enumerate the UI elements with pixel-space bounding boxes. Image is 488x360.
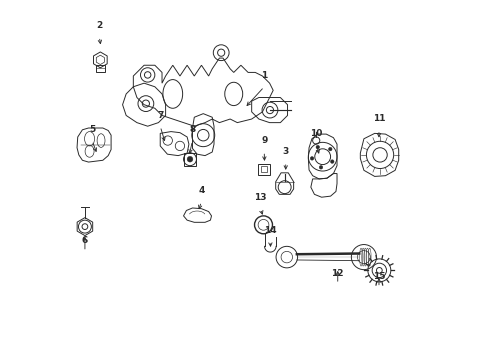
Circle shape [309,157,313,160]
Text: 11: 11 [372,114,385,123]
Text: 4: 4 [198,186,204,195]
Text: 14: 14 [264,225,276,234]
Text: 3: 3 [282,147,288,156]
Bar [258,163,269,175]
Text: 15: 15 [372,272,385,281]
Bar [96,65,104,72]
Text: 1: 1 [261,71,267,80]
Text: 9: 9 [261,136,267,145]
Text: 8: 8 [189,125,195,134]
Bar [261,166,266,172]
Circle shape [315,145,319,149]
Text: 5: 5 [89,125,95,134]
Text: 13: 13 [254,193,266,202]
Circle shape [187,156,192,162]
Text: 12: 12 [331,269,343,278]
Text: 2: 2 [96,21,102,30]
Circle shape [328,147,331,151]
Circle shape [330,160,333,163]
Text: 10: 10 [309,129,322,138]
Text: 6: 6 [81,236,88,245]
Circle shape [319,166,322,169]
Text: 7: 7 [157,111,163,120]
